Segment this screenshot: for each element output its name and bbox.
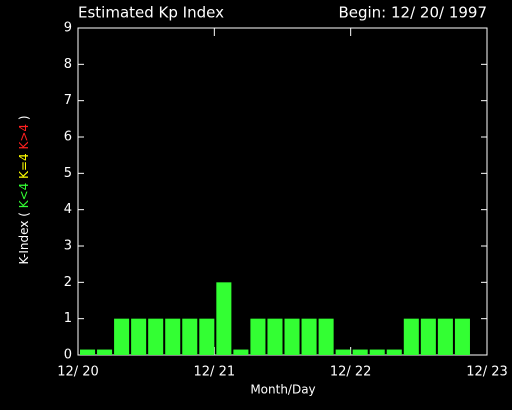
x-tick-label: 12/ 23 <box>466 365 508 380</box>
y-axis-label-part: K-Index ( <box>17 208 31 264</box>
bar <box>437 318 453 355</box>
bar <box>131 318 147 355</box>
y-axis-label-part: K=4 <box>17 153 31 182</box>
bar <box>454 318 470 355</box>
x-tick-label: 12/ 21 <box>194 365 236 380</box>
bar <box>165 318 181 355</box>
bar <box>420 318 436 355</box>
bar <box>182 318 198 355</box>
bar <box>352 349 368 355</box>
y-tick-label: 8 <box>64 57 72 72</box>
y-axis-label: K-Index ( K<4 K=4 K>4 ) <box>17 115 31 264</box>
y-tick-label: 4 <box>64 202 72 217</box>
x-tick-label: 12/ 20 <box>57 365 99 380</box>
bar <box>233 349 249 355</box>
y-axis-label-part: K>4 <box>17 124 31 153</box>
y-tick-label: 6 <box>64 130 72 145</box>
bar <box>386 349 402 355</box>
bar <box>267 318 283 355</box>
bar <box>403 318 419 355</box>
y-tick-label: 2 <box>64 275 72 290</box>
bar <box>97 349 113 355</box>
y-tick-label: 9 <box>64 21 72 36</box>
x-tick-label: 12/ 22 <box>330 365 372 380</box>
y-axis-label-part: ) <box>17 115 31 124</box>
y-tick-label: 5 <box>64 166 72 181</box>
bar <box>369 349 385 355</box>
bar <box>284 318 300 355</box>
chart-title: Estimated Kp Index <box>78 4 224 22</box>
bar <box>80 349 96 355</box>
y-tick-label: 7 <box>64 93 72 108</box>
bar <box>216 282 232 355</box>
x-axis-label: Month/Day <box>250 383 315 397</box>
y-tick-label: 3 <box>64 239 72 254</box>
bar <box>318 318 334 355</box>
bar <box>199 318 215 355</box>
y-tick-label: 1 <box>64 311 72 326</box>
bar <box>301 318 317 355</box>
y-axis-label-part: K<4 <box>17 183 31 209</box>
y-tick-label: 0 <box>64 348 72 363</box>
bar <box>114 318 130 355</box>
bar <box>148 318 164 355</box>
chart-subtitle: Begin: 12/ 20/ 1997 <box>338 4 487 22</box>
bar <box>250 318 266 355</box>
bar <box>335 349 351 355</box>
